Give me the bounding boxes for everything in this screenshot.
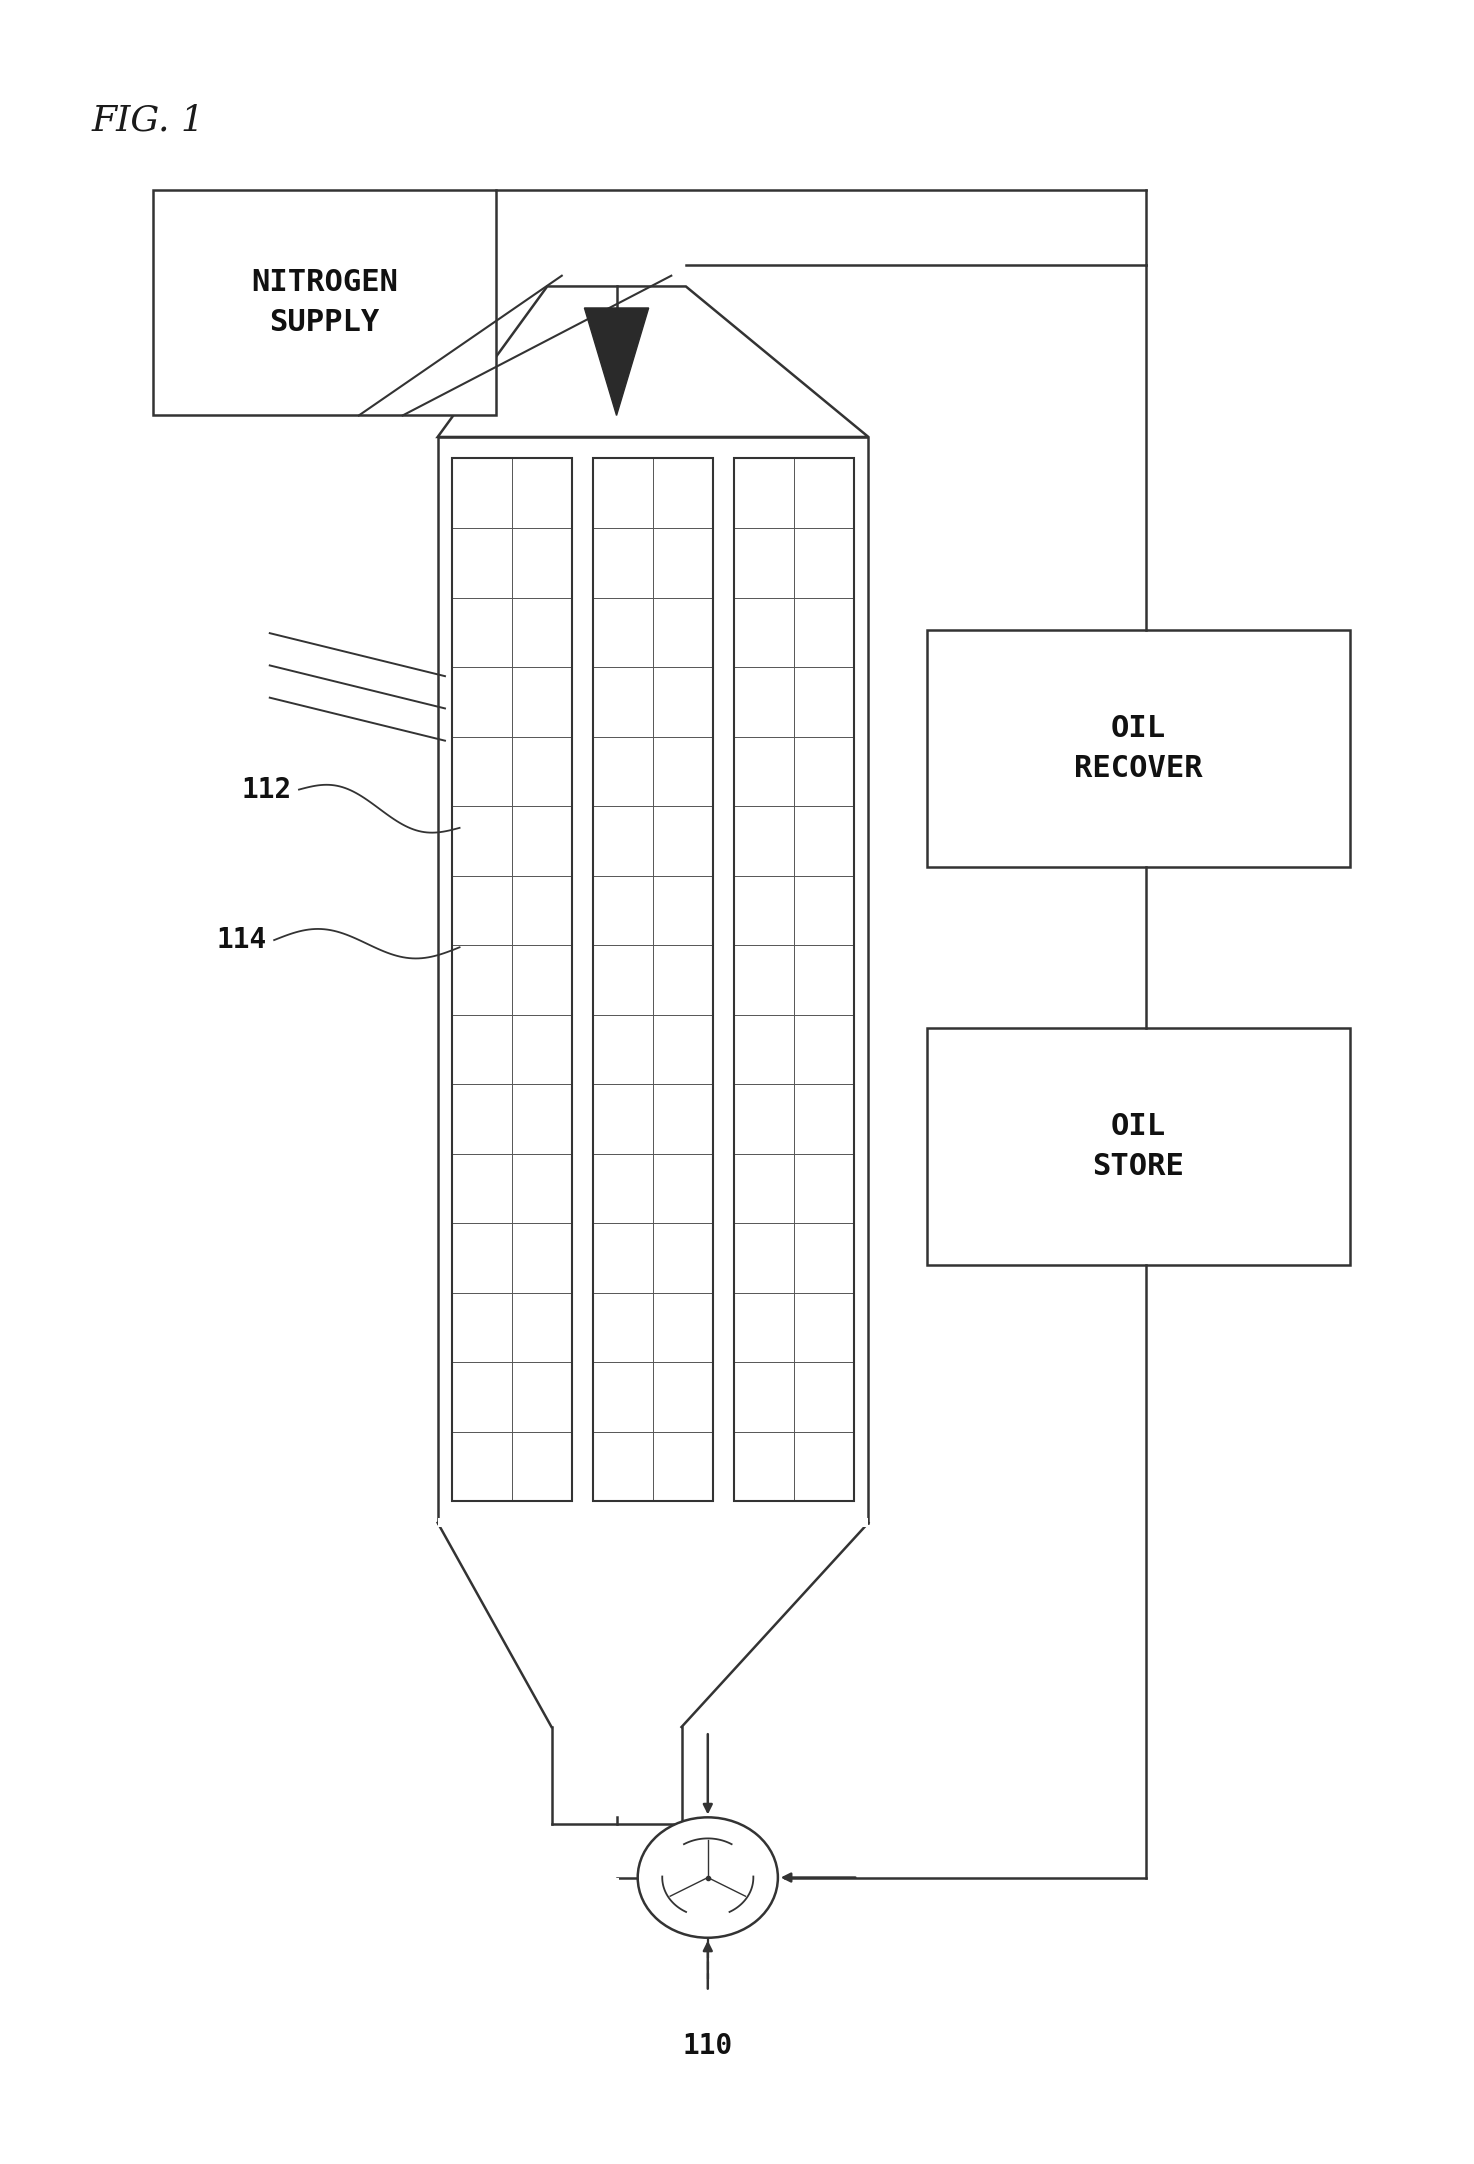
Bar <box>734 459 853 1502</box>
Ellipse shape <box>638 1818 778 1937</box>
Polygon shape <box>438 286 868 437</box>
Text: 114: 114 <box>217 926 267 954</box>
Text: FIG. 1: FIG. 1 <box>91 104 205 138</box>
Bar <box>593 459 713 1502</box>
Bar <box>453 459 572 1502</box>
Polygon shape <box>584 307 649 415</box>
Text: 112: 112 <box>242 775 292 803</box>
Bar <box>438 437 868 1523</box>
Bar <box>734 459 853 1502</box>
Bar <box>927 1028 1350 1264</box>
Text: OIL
STORE: OIL STORE <box>1092 1112 1185 1182</box>
Text: NITROGEN
SUPPLY: NITROGEN SUPPLY <box>251 268 398 338</box>
Bar <box>453 459 572 1502</box>
Bar <box>593 459 713 1502</box>
Bar <box>153 190 497 415</box>
Bar <box>438 1519 868 1528</box>
Bar <box>613 1878 619 1958</box>
Bar <box>927 630 1350 868</box>
Text: OIL
RECOVER: OIL RECOVER <box>1075 714 1203 783</box>
Text: 110: 110 <box>682 2032 733 2060</box>
